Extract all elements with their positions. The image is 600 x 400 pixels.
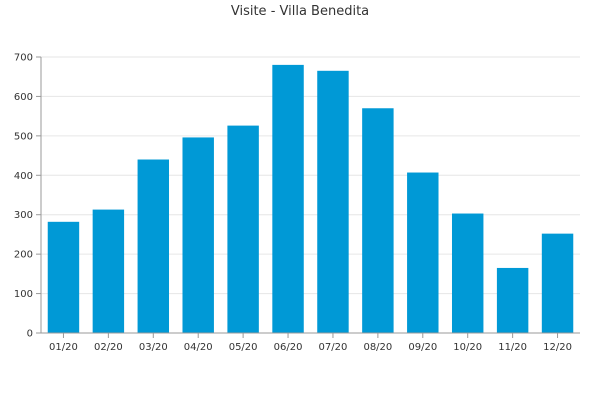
grid-lines bbox=[41, 56, 580, 295]
bar bbox=[407, 172, 439, 333]
bar bbox=[137, 159, 170, 333]
x-tick-label: 04/20 bbox=[184, 342, 213, 353]
y-tick-label: 300 bbox=[14, 210, 33, 221]
x-tick-label: 09/20 bbox=[408, 342, 437, 353]
x-tick-label: 07/20 bbox=[319, 342, 348, 353]
bars bbox=[47, 64, 574, 334]
x-tick-label: 01/20 bbox=[49, 342, 78, 353]
x-tick-label: 11/20 bbox=[498, 342, 527, 353]
bar bbox=[496, 267, 529, 333]
y-tick-label: 600 bbox=[14, 92, 33, 103]
x-tick-label: 05/20 bbox=[229, 342, 258, 353]
bar bbox=[272, 64, 304, 333]
bar bbox=[47, 221, 80, 333]
x-tick-label: 12/20 bbox=[543, 342, 572, 353]
x-tick-label: 06/20 bbox=[274, 342, 303, 353]
x-tick-label: 02/20 bbox=[94, 342, 123, 353]
y-tick-label: 100 bbox=[14, 289, 33, 300]
bar bbox=[182, 137, 214, 333]
x-tick-label: 03/20 bbox=[139, 342, 168, 353]
y-tick-label: 700 bbox=[14, 53, 33, 64]
x-tick-label: 08/20 bbox=[363, 342, 392, 353]
bar bbox=[362, 108, 394, 333]
bar bbox=[92, 209, 125, 333]
x-axis-ticks: 01/20 02/20 03/20 04/20 05/20 06/20 07/20 08/20… bbox=[49, 333, 572, 353]
chart-title: Visite - Villa Benedita bbox=[231, 4, 369, 19]
bar bbox=[227, 125, 259, 333]
axes bbox=[40, 57, 580, 334]
x-tick-label: 10/20 bbox=[453, 342, 482, 353]
y-tick-label: 200 bbox=[14, 250, 33, 261]
y-tick-label: 0 bbox=[27, 329, 33, 340]
y-axis-ticks: 0 100 200 300 400 500 600 700 bbox=[14, 53, 41, 340]
y-tick-label: 400 bbox=[14, 171, 33, 182]
y-tick-label: 500 bbox=[14, 131, 33, 142]
bar bbox=[317, 70, 349, 334]
bar bbox=[451, 213, 484, 333]
bar bbox=[541, 233, 574, 333]
